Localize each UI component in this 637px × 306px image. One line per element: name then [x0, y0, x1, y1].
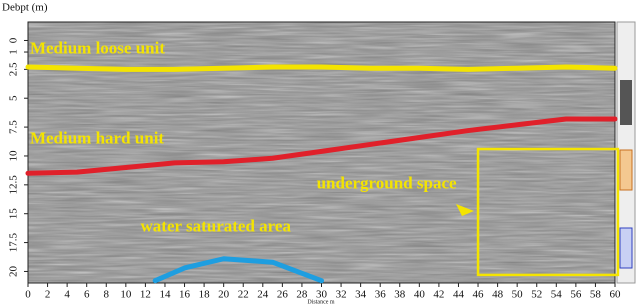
- x-tick-label: 60: [610, 289, 622, 301]
- y-tick-label: 7.5: [8, 120, 20, 134]
- x-tick-label: 54: [551, 289, 563, 301]
- colorbar-swatch: [620, 228, 632, 268]
- x-tick-label: 24: [257, 289, 269, 301]
- y-tick-label: 17.5: [8, 232, 20, 252]
- annotation: Medium loose unit: [30, 39, 165, 58]
- x-tick-label: 50: [512, 289, 524, 301]
- x-tick-label: 40: [414, 289, 426, 301]
- y-tick-label: 1: [8, 49, 20, 55]
- x-tick-label: 0: [25, 289, 31, 301]
- x-tick-label: 20: [218, 289, 230, 301]
- annotation: water saturated area: [141, 216, 292, 235]
- x-tick-label: 22: [238, 289, 249, 301]
- x-tick-label: 12: [140, 289, 151, 301]
- x-tick-label: 58: [590, 289, 602, 301]
- x-tick-label: 26: [277, 289, 289, 301]
- y-tick-label: 2.5: [8, 62, 20, 76]
- y-tick-label: 0: [8, 37, 20, 43]
- x-tick-label: 56: [570, 289, 582, 301]
- x-tick-label: 42: [433, 289, 444, 301]
- x-tick-label: 30: [316, 289, 328, 301]
- x-tick-label: 32: [336, 289, 347, 301]
- x-tick-label: 18: [199, 289, 211, 301]
- annotation: Medium hard unit: [30, 129, 164, 148]
- x-tick-label: 52: [531, 289, 542, 301]
- x-tick-label: 6: [84, 289, 90, 301]
- colorbar-scale: [620, 80, 632, 125]
- y-tick-label: 20: [8, 265, 20, 277]
- x-tick-label: 2: [45, 289, 51, 301]
- x-tick-label: 36: [375, 289, 387, 301]
- annotation: underground space: [317, 174, 457, 193]
- horizon-line: [28, 67, 615, 69]
- x-tick-label: 34: [355, 289, 367, 301]
- x-tick-label: 8: [104, 289, 110, 301]
- x-tick-label: 14: [159, 289, 171, 301]
- x-tick-label: 16: [179, 289, 191, 301]
- chart: Debpt (m) Distance m 0246810121416182022…: [0, 0, 637, 306]
- y-axis-label: Debpt (m): [2, 2, 48, 14]
- y-tick-label: 12.5: [8, 175, 20, 195]
- x-tick-label: 44: [453, 289, 465, 301]
- y-tick-label: 15: [8, 208, 20, 220]
- x-tick-label: 28: [296, 289, 308, 301]
- colorbar-swatch: [620, 150, 632, 190]
- x-tick-label: 10: [120, 289, 132, 301]
- x-tick-label: 48: [492, 289, 504, 301]
- x-tick-label: 46: [473, 289, 485, 301]
- x-tick-label: 38: [394, 289, 406, 301]
- y-tick-label: 10: [8, 150, 20, 162]
- y-tick-label: 5: [8, 95, 20, 101]
- x-tick-label: 4: [64, 289, 70, 301]
